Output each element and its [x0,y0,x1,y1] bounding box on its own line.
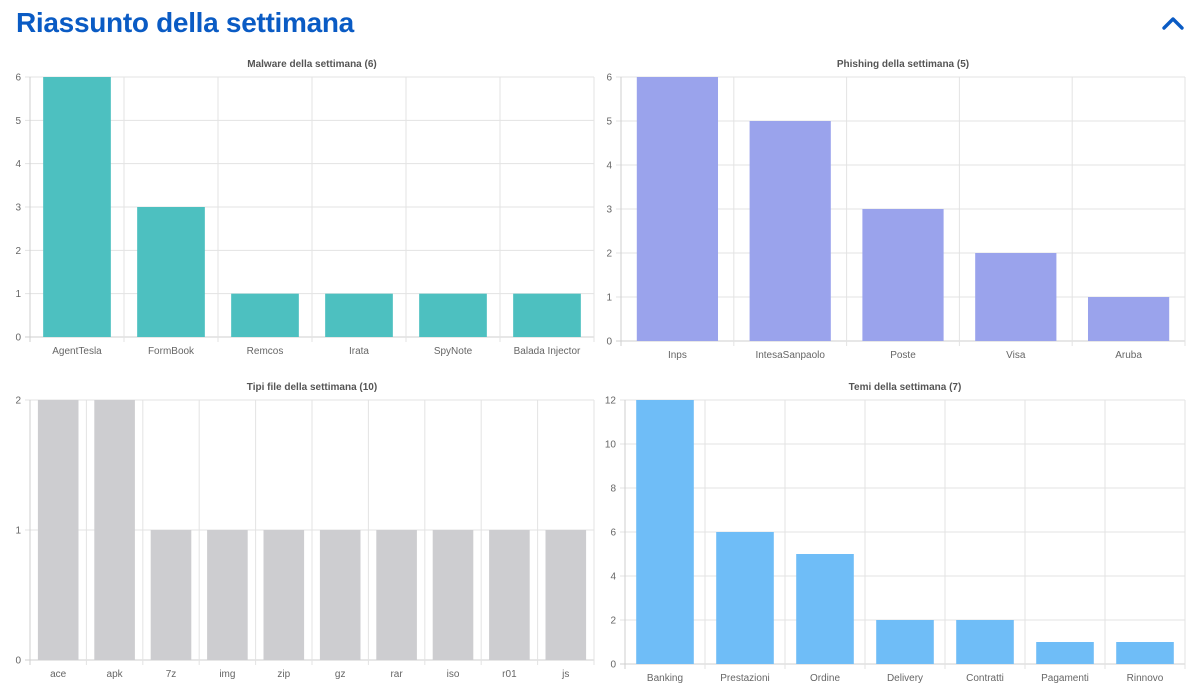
bar-inps[interactable] [636,77,719,341]
x-tick-label: ace [50,669,67,680]
bar-agenttesla[interactable] [43,77,111,337]
x-tick-label: AgentTesla [52,346,102,357]
x-tick-label: gz [335,669,346,680]
bar-apk[interactable] [94,400,135,660]
y-tick-label: 1 [606,293,612,304]
bar-contratti[interactable] [956,620,1014,664]
x-tick-label: Prestazioni [720,673,769,684]
x-tick-label: Delivery [887,673,923,684]
bar-ordine[interactable] [796,554,854,664]
x-tick-label: Rinnovo [1127,673,1164,684]
collapse-button[interactable] [1158,8,1188,38]
bar-formbook[interactable] [137,207,205,337]
bar-prestazioni[interactable] [716,532,774,664]
bar-delivery[interactable] [876,620,934,664]
y-tick-label: 1 [15,526,21,537]
x-tick-label: 7z [166,669,177,680]
bar-rar[interactable] [376,530,417,660]
bar-aruba[interactable] [1087,297,1170,341]
bar-zip[interactable] [263,530,305,660]
y-tick-label: 2 [606,249,612,260]
x-tick-label: SpyNote [434,346,473,357]
bar-pagamenti[interactable] [1036,642,1094,664]
y-tick-label: 4 [15,159,21,170]
y-tick-label: 12 [605,396,617,407]
x-tick-label: zip [277,669,290,680]
bar-iso[interactable] [432,530,474,660]
bar-gz[interactable] [319,530,361,660]
y-tick-label: 5 [606,117,612,128]
x-tick-label: js [561,669,569,680]
x-tick-label: rar [390,669,403,680]
y-tick-label: 3 [15,203,21,214]
y-tick-label: 5 [15,116,21,127]
chevron-up-icon [1162,17,1184,30]
chart-title: Phishing della settimana (5) [837,59,969,70]
bar-js[interactable] [545,530,587,660]
x-tick-label: Poste [890,350,916,361]
bar-r01[interactable] [489,530,530,660]
page-title: Riassunto della settimana [16,7,354,38]
bar-visa[interactable] [975,253,1057,341]
themes-chart: Temi della settimana (7) 0 2 4 6 8 10 12 Banking… [605,382,1186,684]
x-tick-label: Remcos [247,346,284,357]
y-tick-label: 0 [606,337,612,348]
bar-remcos[interactable] [231,293,299,337]
bar-balada-injector[interactable] [513,293,581,337]
chart-title: Tipi file della settimana (10) [247,382,377,393]
x-tick-label: Contratti [966,673,1004,684]
x-tick-label: Pagamenti [1041,673,1089,684]
bar-spynote[interactable] [419,293,487,337]
x-tick-label: Visa [1006,350,1026,361]
chart-title: Temi della settimana (7) [849,382,962,393]
x-tick-label: r01 [502,669,517,680]
y-tick-label: 6 [610,528,616,539]
y-tick-label: 0 [15,333,21,344]
y-tick-label: 2 [15,246,21,257]
bar-poste[interactable] [862,209,944,341]
phishing-chart: Phishing della settimana (5) 0 1 2 3 4 5 6 Inps I… [606,59,1186,361]
bar-ace[interactable] [37,400,79,660]
filetypes-chart: Tipi file della settimana (10) 0 1 2 ace apk 7… [15,382,595,680]
x-tick-label: Inps [668,350,687,361]
y-tick-label: 6 [15,73,21,84]
bar-banking[interactable] [636,400,694,664]
bar-7z[interactable] [150,530,192,660]
bar-intesasanpaolo[interactable] [749,121,831,341]
y-tick-label: 10 [605,440,617,451]
y-tick-label: 4 [606,161,612,172]
x-tick-label: apk [107,669,124,680]
y-tick-label: 2 [15,396,21,407]
x-tick-label: Banking [647,673,683,684]
bar-irata[interactable] [325,293,393,337]
bar-rinnovo[interactable] [1116,642,1174,664]
y-tick-label: 6 [606,73,612,84]
x-tick-label: FormBook [148,346,195,357]
y-tick-label: 2 [610,616,616,627]
bar-img[interactable] [207,530,248,660]
x-tick-label: Aruba [1115,350,1142,361]
malware-chart: Malware della settimana (6) 0 1 2 3 4 5 6 AgentT… [15,59,595,357]
chart-title: Malware della settimana (6) [247,59,377,70]
x-tick-label: Ordine [810,673,840,684]
y-tick-label: 4 [610,572,616,583]
y-tick-label: 8 [610,484,616,495]
y-tick-label: 1 [15,289,21,300]
y-tick-label: 3 [606,205,612,216]
x-tick-label: Irata [349,346,369,357]
x-tick-label: IntesaSanpaolo [755,350,825,361]
y-tick-label: 0 [15,656,21,667]
summary-header: Riassunto della settimana [0,0,1200,48]
x-tick-label: iso [447,669,460,680]
y-tick-label: 0 [610,660,616,671]
x-tick-label: Balada Injector [514,346,581,357]
x-tick-label: img [219,669,235,680]
